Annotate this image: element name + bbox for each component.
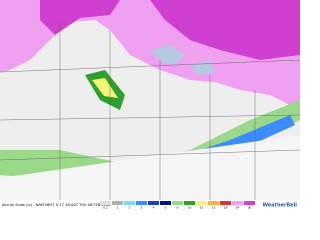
- legend-swatch: [148, 201, 159, 205]
- legend-swatch: [136, 201, 147, 205]
- legend-label: 30: [248, 206, 252, 210]
- legend: 0.1 1 2 3 4 6 8 10 12 15 18 24 30: [100, 201, 255, 210]
- legend-swatch: [244, 201, 255, 205]
- legend-label: 12: [200, 206, 204, 210]
- legend-label: 10: [188, 206, 192, 210]
- legend-swatch: [172, 201, 183, 205]
- logo: WeatherBell: [262, 203, 297, 209]
- legend-label: 18: [224, 206, 228, 210]
- legend-label: 8: [177, 206, 179, 210]
- legend-label: 3: [141, 206, 143, 210]
- legend-label: 1: [117, 206, 119, 210]
- snow-area-heavy: [150, 0, 300, 60]
- legend-swatch: [232, 201, 243, 205]
- no-snow-area: [0, 135, 300, 200]
- legend-label: 6: [165, 206, 167, 210]
- legend-label: 2: [129, 206, 131, 210]
- legend-swatch: [100, 201, 111, 205]
- legend-label: 24: [236, 206, 240, 210]
- snow-band: [92, 78, 118, 98]
- legend-label: 4: [153, 206, 155, 210]
- legend-swatch: [160, 201, 171, 205]
- legend-swatch: [184, 201, 195, 205]
- legend-label: 15: [212, 206, 216, 210]
- legend-swatch: [220, 201, 231, 205]
- legend-swatch: [196, 201, 207, 205]
- lake: [150, 45, 185, 65]
- legend-swatch: [208, 201, 219, 205]
- legend-swatch: [124, 201, 135, 205]
- caption: Accum Snow (in) - NAM NEST 0-17 16:00Z T…: [2, 203, 111, 207]
- map-view: Accum Snow (in) - NAM NEST 0-17 16:00Z T…: [0, 0, 300, 210]
- legend-label: 0.1: [103, 206, 108, 210]
- legend-swatch: [112, 201, 123, 205]
- boundaries: [0, 20, 300, 200]
